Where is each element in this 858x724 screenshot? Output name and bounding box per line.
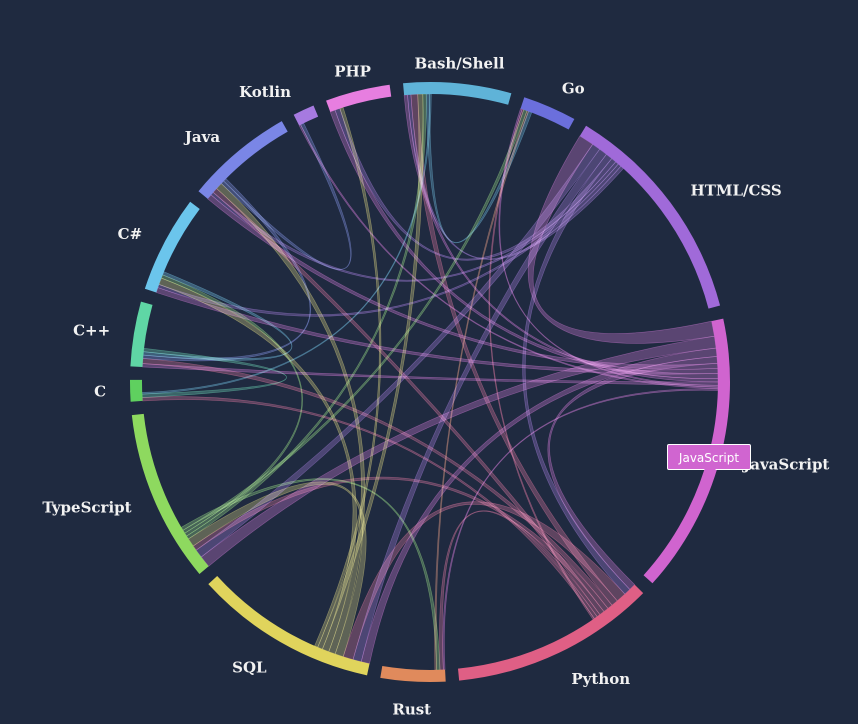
ribbon-javascript-html-css[interactable] (527, 135, 715, 344)
ribbon-python-c[interactable] (142, 396, 598, 619)
ribbon-typescript-go[interactable] (182, 109, 528, 534)
arc-html-css[interactable] (579, 125, 721, 309)
ribbon-javascript-kotlin[interactable] (298, 124, 719, 390)
label-sql: SQL (232, 658, 267, 676)
label-java: Java (183, 128, 221, 146)
group-labels: Bash/Shell Go HTML/CSS JavaScript Python Rust… (42, 54, 829, 718)
label-c: C (94, 382, 106, 400)
label-go: Go (562, 80, 585, 98)
ribbon-sql-c[interactable] (158, 277, 357, 653)
arc-c[interactable] (130, 379, 143, 402)
label-c: C# (118, 225, 143, 243)
arc-python[interactable] (457, 584, 644, 681)
arc-c[interactable] (130, 301, 153, 367)
arc-sql[interactable] (208, 576, 370, 676)
label-html-css: HTML/CSS (691, 182, 782, 200)
ribbon-java-kotlin[interactable] (220, 122, 352, 270)
label-php: PHP (334, 63, 371, 81)
ribbons (141, 93, 719, 671)
label-typescript: TypeScript (42, 498, 131, 516)
arc-java[interactable] (198, 121, 288, 199)
label-c: C++ (73, 322, 110, 340)
ribbon-python-bash-shell[interactable] (410, 93, 618, 606)
label-bash-shell: Bash/Shell (415, 54, 505, 72)
ribbon-typescript-rust[interactable] (180, 478, 441, 671)
arc-bash-shell[interactable] (403, 82, 512, 105)
arc-typescript[interactable] (131, 413, 209, 574)
ribbon-python-go[interactable] (488, 108, 595, 620)
label-kotlin: Kotlin (239, 83, 291, 101)
arc-rust[interactable] (380, 666, 446, 682)
ribbon-python-java[interactable] (212, 188, 605, 615)
tooltip: JavaScript (667, 444, 751, 476)
label-python: Python (571, 670, 630, 688)
arc-kotlin[interactable] (293, 105, 319, 126)
ribbon-javascript-sql[interactable] (360, 347, 718, 664)
arc-php[interactable] (326, 84, 392, 112)
ribbon-c-c[interactable] (141, 347, 287, 398)
ribbon-html-css-typescript[interactable] (195, 143, 601, 558)
ribbon-javascript-go[interactable] (498, 108, 719, 388)
arc-c[interactable] (144, 201, 200, 293)
arc-go[interactable] (520, 97, 575, 130)
label-javascript: JavaScript (741, 456, 829, 474)
label-rust: Rust (392, 700, 431, 718)
ribbon-javascript-typescript[interactable] (200, 335, 717, 567)
